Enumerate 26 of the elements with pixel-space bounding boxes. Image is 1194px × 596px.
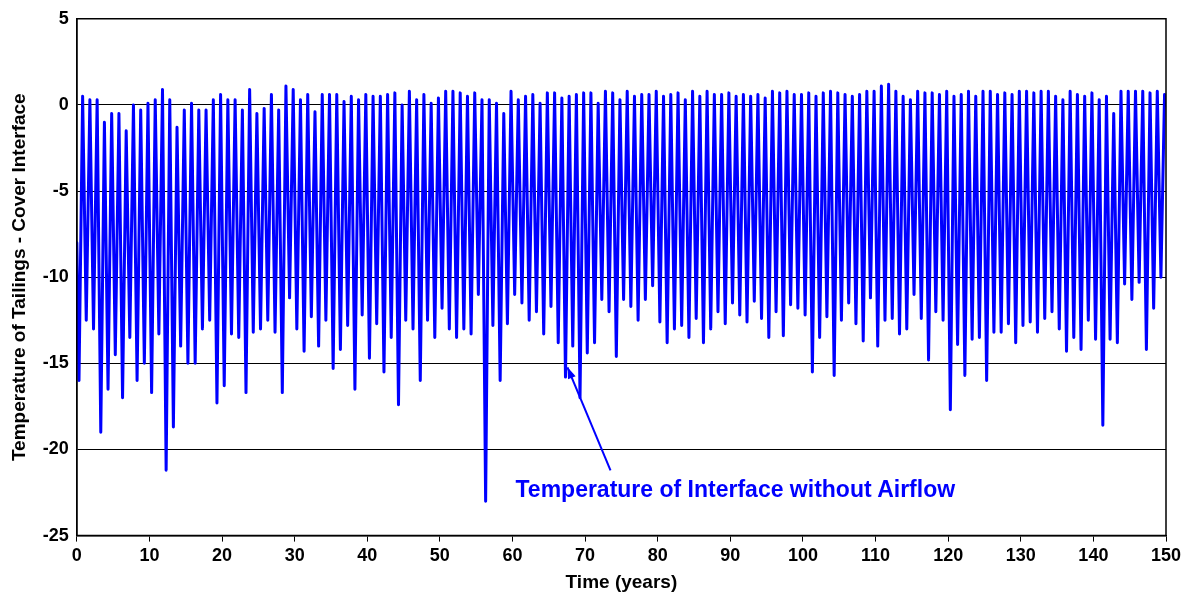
y-tick-label: -5	[52, 180, 69, 201]
y-tick-label: -15	[42, 352, 69, 373]
x-axis-title: Time (years)	[565, 570, 678, 592]
x-tick-label: 30	[284, 545, 305, 566]
x-tick-label: 130	[1005, 545, 1036, 566]
x-tick-label: 80	[647, 545, 668, 566]
x-tick-label: 0	[71, 545, 82, 566]
x-tick-label: 40	[357, 545, 378, 566]
x-tick-label: 90	[720, 545, 741, 566]
y-tick-label: 5	[58, 7, 69, 28]
x-tick-label: 20	[212, 545, 233, 566]
x-tick-label: 50	[429, 545, 450, 566]
x-tick-label: 100	[787, 545, 818, 566]
x-tick-label: 70	[575, 545, 596, 566]
y-axis-title: Temperature of Tailings - Cover Interface	[7, 93, 29, 462]
x-tick-label: 150	[1150, 545, 1182, 566]
x-tick-label: 10	[139, 545, 160, 566]
y-tick-label: 0	[58, 93, 69, 114]
annotation: Temperature of Interface without Airflow	[515, 475, 956, 502]
y-tick-label: -20	[42, 438, 69, 459]
y-tick-label: -25	[42, 524, 69, 545]
x-tick-label: 140	[1078, 545, 1109, 566]
x-tick-label: 60	[502, 545, 523, 566]
x-tick-label: 110	[861, 545, 891, 566]
x-tick-label: 120	[933, 545, 964, 566]
y-tick-label: -10	[42, 266, 69, 287]
